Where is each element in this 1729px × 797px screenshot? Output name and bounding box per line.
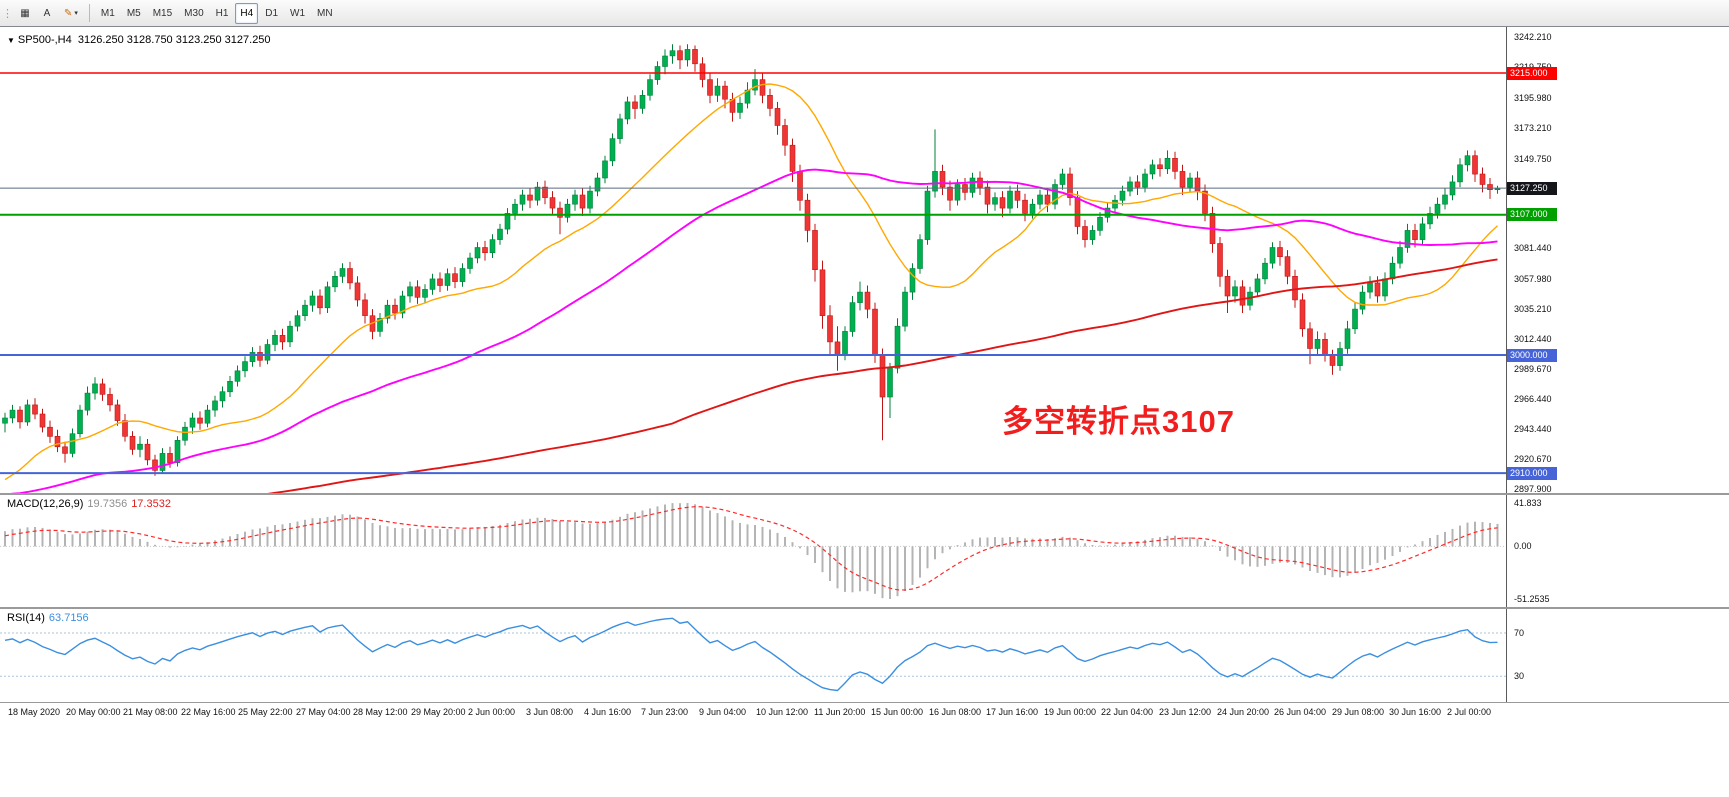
top-toolbar: ⋮ ▦ A ✎ ▾ M1 M5 M15 M30 H1 H4 D1 W1 MN — [0, 0, 1729, 27]
price-scale-label: 3057.980 — [1514, 274, 1552, 284]
price-scale-label: 3195.980 — [1514, 93, 1552, 103]
macd-scale-label: 41.833 — [1514, 498, 1542, 508]
time-axis-label: 2 Jun 00:00 — [468, 707, 516, 717]
macd-main-value: 19.7356 — [87, 498, 128, 510]
price-scale-label: 3242.210 — [1514, 32, 1552, 42]
time-axis-label: 18 May 2020 — [8, 707, 61, 717]
time-axis-label: 7 Jun 23:00 — [641, 707, 689, 717]
ma-line-200 — [267, 258, 1498, 493]
macd-histogram — [4, 503, 1499, 599]
rsi-scale-label: 30 — [1514, 671, 1525, 681]
toolbar-grip-icon[interactable]: ⋮ — [2, 7, 13, 20]
main-chart-canvas[interactable] — [0, 30, 1506, 493]
rsi-panel-splitter[interactable] — [0, 607, 1729, 609]
timeframe-button-h4[interactable]: H4 — [235, 2, 259, 24]
ma-line-20 — [4, 83, 1498, 481]
price-scale-label: 3081.440 — [1514, 243, 1552, 253]
time-axis[interactable]: 18 May 2020 20 May 00:00 21 May 08:00 22 Ma… — [0, 702, 1729, 797]
price-scale[interactable]: 3242.2103219.7503195.9803173.2103149.750… — [1506, 27, 1729, 702]
price-scale-label: 2989.670 — [1514, 364, 1552, 374]
time-axis-label: 3 Jun 08:00 — [526, 707, 574, 717]
rsi-value: 63.7156 — [48, 612, 89, 624]
time-axis-label: 27 May 04:00 — [296, 707, 351, 717]
time-axis-label: 17 Jun 16:00 — [986, 707, 1039, 717]
time-axis-label: 9 Jun 04:00 — [699, 707, 747, 717]
rsi-line — [4, 617, 1498, 692]
ohlc-readout: 3126.250 3128.750 3123.250 3127.250 — [77, 34, 271, 46]
price-scale-label: 3012.440 — [1514, 334, 1552, 344]
macd-name: MACD(12,26,9) — [7, 498, 84, 510]
chart-annotation[interactable]: 多空转折点3107 — [1002, 404, 1235, 439]
price-line-badge: 2910.000 — [1507, 467, 1557, 480]
timeframe-button-m5[interactable]: M5 — [126, 7, 141, 19]
timeframe-button-w1[interactable]: W1 — [290, 7, 306, 19]
timeframe-button-m1[interactable]: M1 — [100, 7, 115, 19]
pencil-icon: ✎ — [64, 7, 73, 19]
ma-line-55 — [10, 168, 1498, 493]
time-axis-label: 15 Jun 00:00 — [871, 707, 924, 717]
price-scale-label: 2897.900 — [1514, 484, 1552, 494]
price-scale-label: 3149.750 — [1514, 154, 1552, 164]
toolbar-separator — [88, 4, 90, 22]
time-axis-label: 21 May 08:00 — [123, 707, 178, 717]
price-line-badge: 3107.000 — [1507, 208, 1557, 221]
time-axis-label: 4 Jun 16:00 — [584, 707, 632, 717]
symbol-title: SP500-,H4 — [17, 34, 72, 46]
price-scale-label: 2966.440 — [1514, 394, 1552, 404]
time-axis-label: 11 Jun 20:00 — [814, 707, 866, 717]
price-scale-label: 3035.210 — [1514, 304, 1552, 314]
rsi-scale-label: 70 — [1514, 628, 1525, 638]
macd-canvas[interactable] — [0, 495, 1506, 607]
time-axis-label: 28 May 12:00 — [353, 707, 408, 717]
timeframe-button-m30[interactable]: M30 — [184, 7, 204, 19]
rsi-canvas[interactable] — [0, 609, 1506, 702]
time-axis-label: 26 Jun 04:00 — [1274, 707, 1327, 717]
macd-scale-label: 0.00 — [1514, 541, 1532, 551]
macd-panel-splitter[interactable] — [0, 493, 1729, 495]
timeframe-button-mn[interactable]: MN — [317, 7, 333, 19]
macd-signal-value: 17.3532 — [131, 498, 171, 510]
price-scale-label: 3173.210 — [1514, 123, 1552, 133]
rsi-header: RSI(14) 63.7156 — [7, 612, 89, 624]
price-scale-label: 2943.440 — [1514, 424, 1552, 434]
rsi-name: RSI(14) — [7, 612, 45, 624]
time-axis-label: 19 Jun 00:00 — [1044, 707, 1097, 717]
macd-scale-label: -51.2535 — [1514, 594, 1550, 604]
time-axis-label: 20 May 00:00 — [66, 707, 121, 717]
time-axis-label: 23 Jun 12:00 — [1159, 707, 1212, 717]
caret-down-icon: ▾ — [74, 10, 78, 17]
candles-layer — [2, 44, 1501, 476]
macd-header: MACD(12,26,9) 19.7356 17.3532 — [7, 498, 171, 510]
collapse-arrow-icon[interactable]: ▼ — [7, 36, 15, 45]
drawing-tool-button[interactable]: ✎ ▾ — [59, 3, 83, 24]
time-axis-label: 30 Jun 16:00 — [1389, 707, 1442, 717]
time-axis-label: 22 May 16:00 — [181, 707, 236, 717]
time-axis-label: 22 Jun 04:00 — [1101, 707, 1154, 717]
time-axis-label: 24 Jun 20:00 — [1217, 707, 1270, 717]
time-axis-label: 2 Jul 00:00 — [1447, 707, 1492, 717]
symbol-header: ▼ SP500-,H4 3126.250 3128.750 3123.250 31… — [7, 34, 271, 46]
price-scale-label: 2920.670 — [1514, 454, 1552, 464]
time-axis-label: 29 May 20:00 — [411, 707, 466, 717]
timeframe-group: M1 M5 M15 M30 H1 H4 D1 W1 MN — [95, 2, 339, 24]
time-axis-label: 25 May 22:00 — [238, 707, 293, 717]
time-axis-label: 16 Jun 08:00 — [929, 707, 982, 717]
timeframe-button-m15[interactable]: M15 — [152, 7, 173, 19]
price-line-badge: 3000.000 — [1507, 349, 1557, 362]
macd-signal-line — [4, 506, 1498, 591]
timeframe-button-h1[interactable]: H1 — [215, 7, 229, 19]
text-tool-button[interactable]: A — [43, 7, 51, 19]
time-axis-label: 29 Jun 08:00 — [1332, 707, 1385, 717]
price-line-badge: 3215.000 — [1507, 67, 1557, 80]
time-axis-label: 10 Jun 12:00 — [756, 707, 809, 717]
current-price-badge: 3127.250 — [1507, 182, 1557, 195]
timeframe-button-d1[interactable]: D1 — [265, 7, 279, 19]
charts-grid-icon[interactable]: ▦ — [20, 7, 30, 19]
